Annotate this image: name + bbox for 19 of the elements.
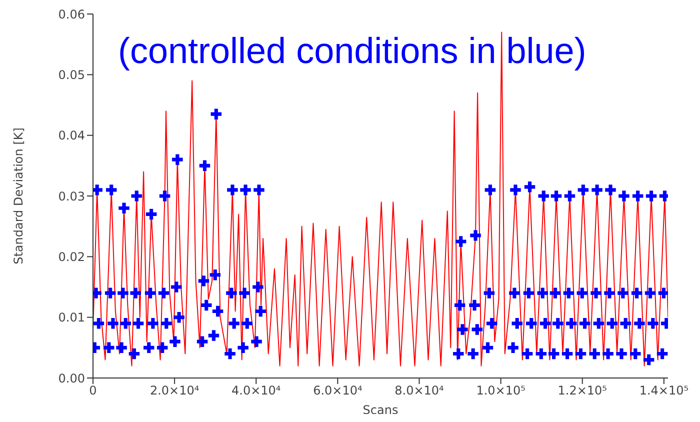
y-tick-label: 0.06: [58, 7, 85, 22]
x-tick-label: 2.0×10⁴: [150, 384, 200, 398]
y-tick-label: 0.01: [58, 310, 85, 325]
x-tick-label: 0: [89, 384, 97, 398]
y-tick-label: 0.04: [58, 128, 85, 143]
x-tick-label: 1.0×10⁵: [476, 384, 526, 398]
x-axis-title: Scans: [362, 403, 398, 417]
x-tick-label: 4.0×10⁴: [232, 384, 281, 398]
y-tick-label: 0.05: [58, 68, 85, 82]
x-tick-label: 1.2×10⁵: [558, 384, 608, 398]
x-tick-label: 6.0×10⁴: [313, 384, 362, 398]
y-tick-label: 0.00: [58, 371, 85, 386]
y-axis-title: Standard Deviation [K]: [11, 128, 26, 264]
x-tick-label: 8.0×10⁴: [394, 384, 444, 398]
y-tick-label: 0.03: [58, 189, 85, 204]
annotation: (controlled conditions in blue): [118, 30, 586, 72]
line-series: [93, 32, 668, 366]
x-tick-label: 1.4×10⁵: [639, 384, 689, 398]
y-tick-label: 0.02: [58, 250, 85, 264]
